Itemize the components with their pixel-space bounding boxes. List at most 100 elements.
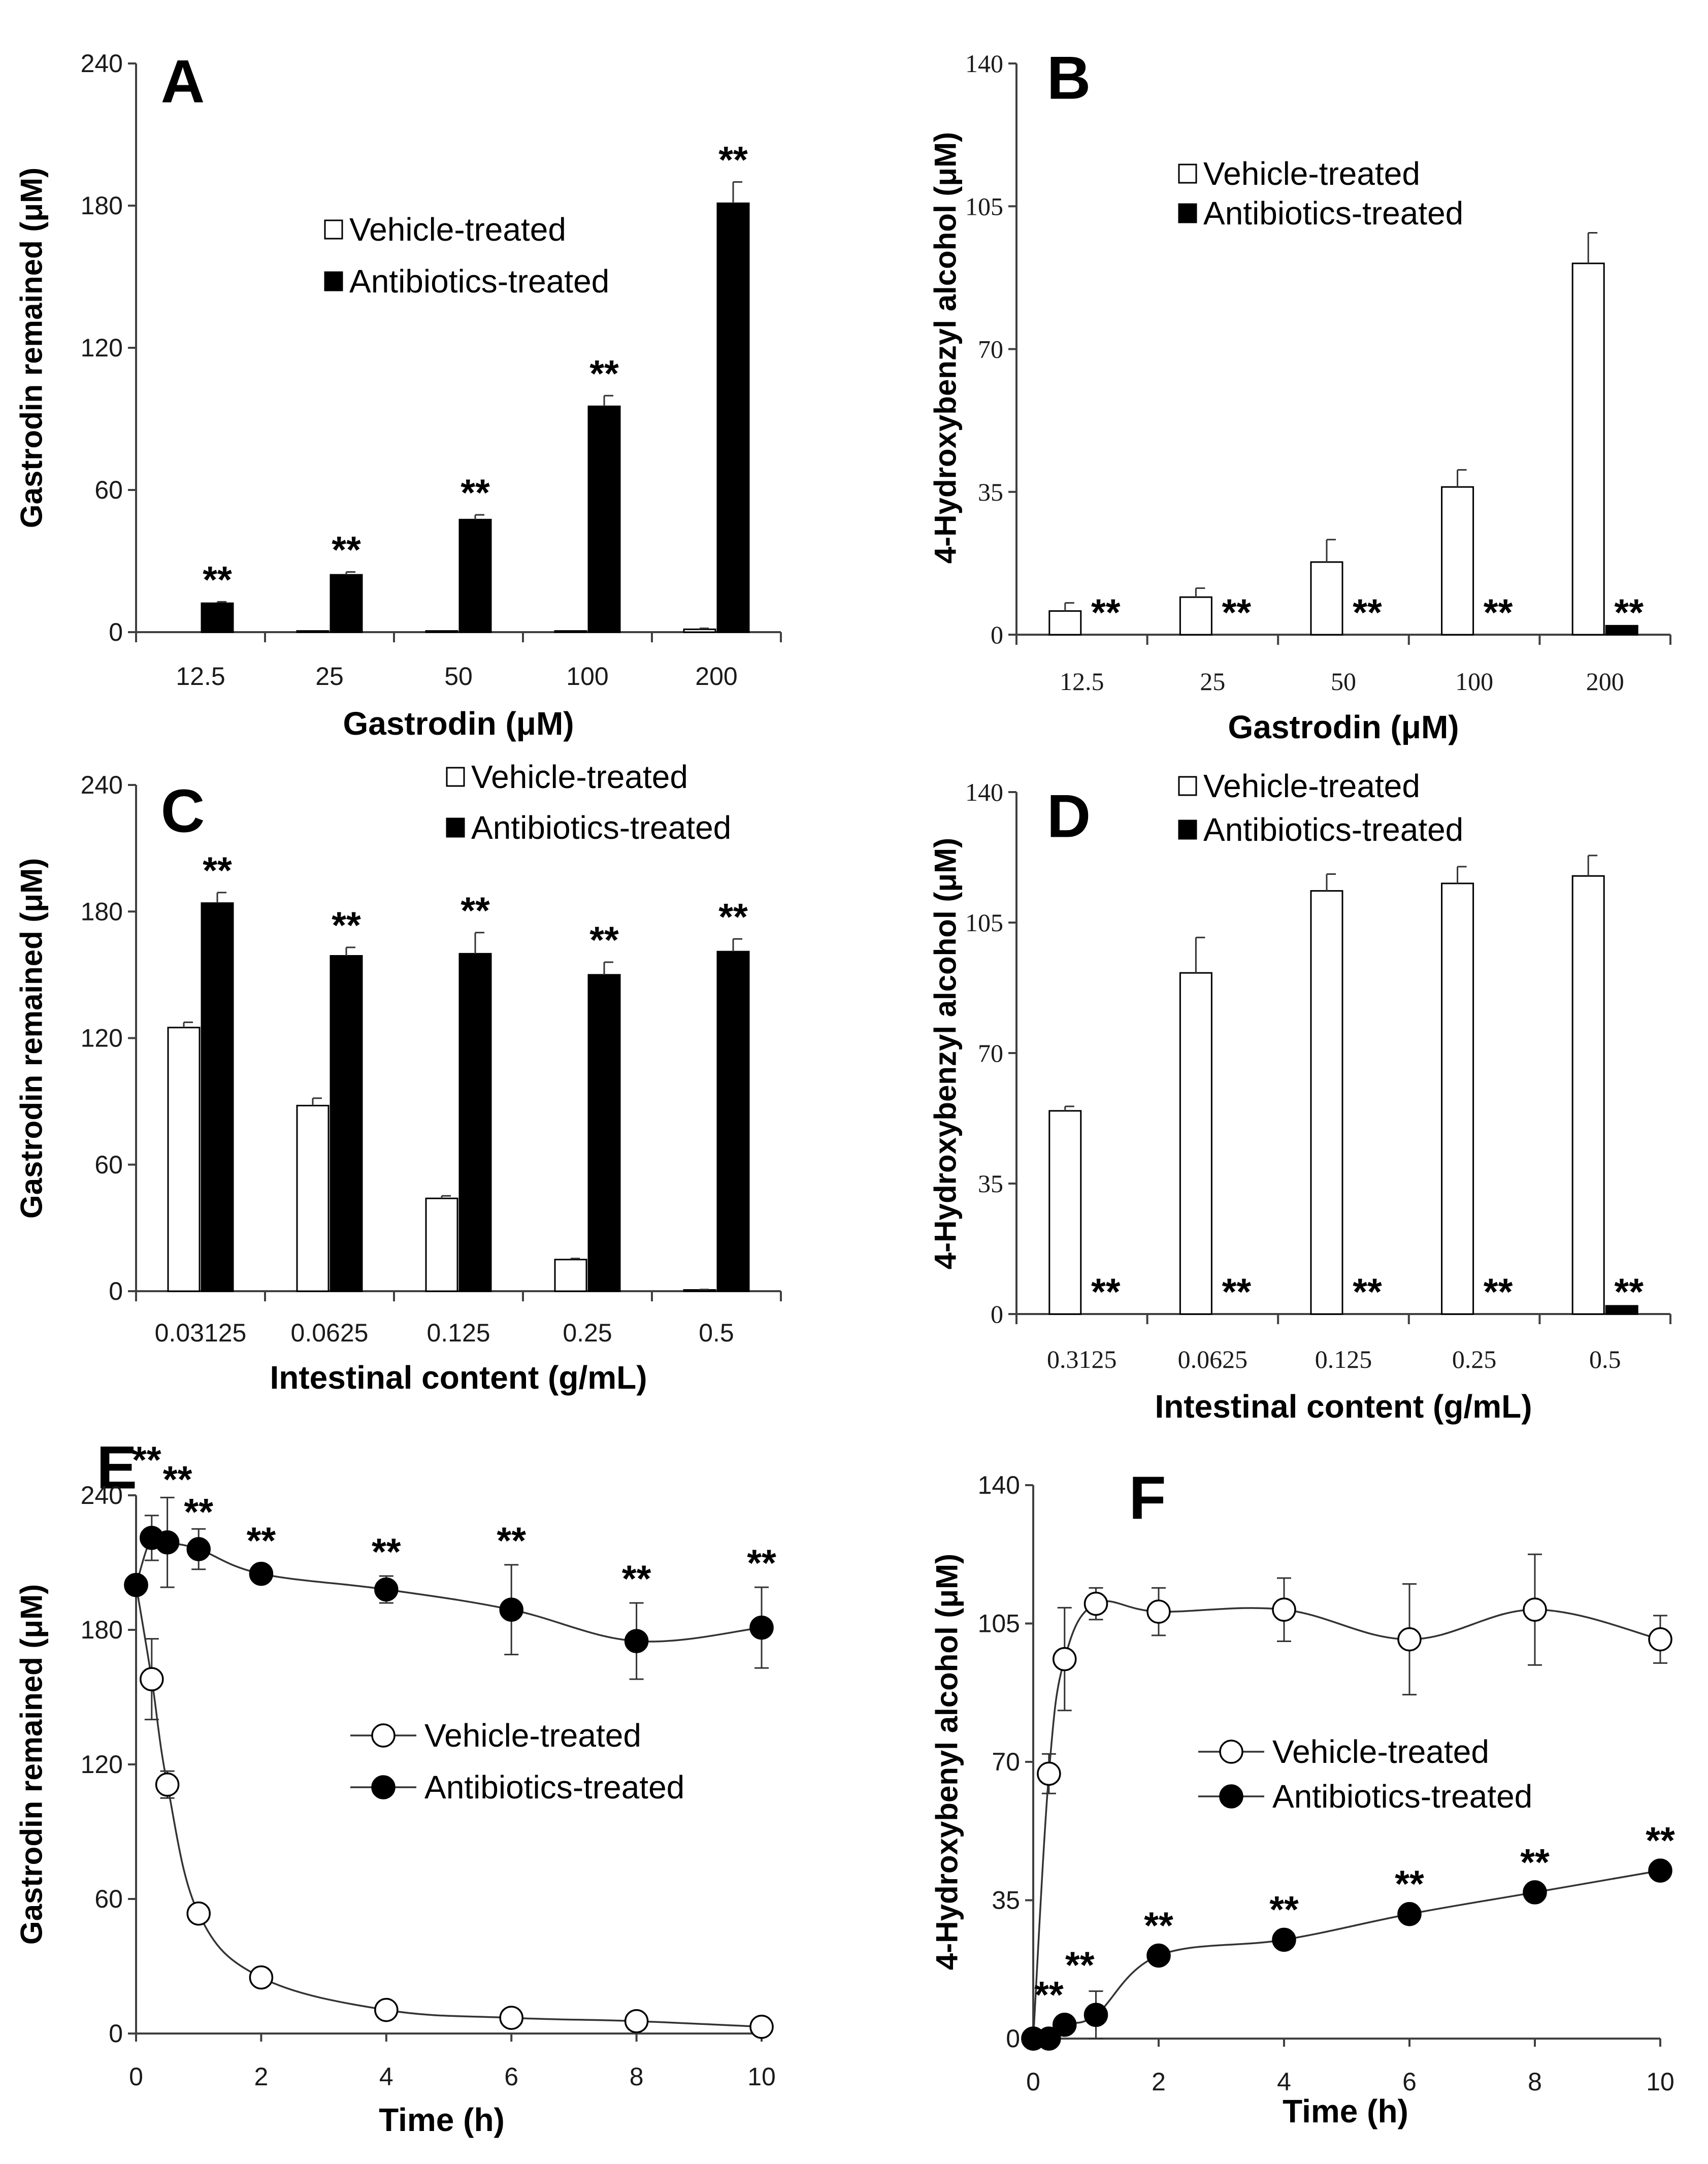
x-tick-label: 0.0625 (1178, 1345, 1248, 1373)
error-bar (216, 892, 226, 903)
x-tick-label: 200 (695, 662, 737, 691)
legend-label: Vehicle-treated (1203, 155, 1420, 192)
y-tick-label: 180 (81, 191, 123, 220)
y-tick-label: 240 (81, 1481, 123, 1510)
x-tick-label: 200 (1586, 667, 1624, 696)
data-point-antibiotics (374, 1577, 399, 1602)
y-tick-label: 0 (109, 1277, 123, 1305)
legend-swatch (324, 271, 343, 291)
significance-marker: ** (1269, 1888, 1299, 1930)
legend-swatch (1178, 203, 1197, 223)
significance-marker: ** (1222, 1271, 1252, 1313)
error-bar (1457, 866, 1467, 883)
x-tick-label: 50 (444, 662, 473, 691)
y-tick-label: 120 (81, 1750, 123, 1779)
bar-antibiotics (330, 955, 363, 1292)
data-point-vehicle (249, 1965, 274, 1990)
x-tick-label: 2 (254, 2062, 268, 2091)
x-tick-label: 0.5 (699, 1319, 734, 1347)
data-point-vehicle (1272, 1597, 1296, 1622)
y-tick-label: 0 (991, 620, 1003, 649)
legend-marker (1219, 1740, 1243, 1764)
bar-antibiotics (458, 518, 492, 633)
bar-vehicle (1310, 561, 1343, 636)
bar-antibiotics (716, 950, 750, 1292)
significance-marker: ** (1646, 1819, 1675, 1861)
error-bar (570, 1258, 580, 1260)
significance-marker: ** (332, 904, 361, 946)
y-tick-label: 35 (978, 1169, 1003, 1198)
data-point-antibiotics (749, 1615, 774, 1640)
error-bar (474, 514, 484, 520)
legend-swatch (1178, 163, 1197, 184)
legend-swatch (446, 817, 465, 838)
series-line-vehicle (1032, 1600, 1661, 2039)
data-point-antibiotics (155, 1530, 180, 1555)
x-tick-label: 25 (315, 662, 344, 691)
y-tick-label: 120 (81, 1024, 123, 1053)
y-tick-label: 70 (992, 1748, 1020, 1776)
data-point-antibiotics (1648, 1858, 1672, 1883)
significance-marker: ** (1484, 1271, 1513, 1313)
y-axis-title: Gastrodin remained (μM) (15, 858, 49, 1219)
significance-marker: ** (747, 1542, 776, 1584)
x-tick-label: 4 (379, 2062, 393, 2091)
bar-vehicle (554, 1259, 587, 1292)
x-tick-label: 10 (747, 2062, 776, 2091)
data-point-vehicle (499, 2006, 523, 2030)
panel-b: B 0 35 70 105 140 Gastrodin (μM) 4-Hydroxybenzy… (929, 44, 1671, 745)
bar-vehicle (167, 1027, 201, 1292)
x-tick-label: 100 (1455, 667, 1493, 696)
error-bar (1587, 855, 1598, 876)
data-point-antibiotics (1272, 1927, 1296, 1952)
significance-marker: ** (718, 139, 748, 181)
legend-marker (371, 1723, 396, 1748)
panel-a: A 0 60 120 180 240 Gastrodin (μM) Gastrodin rem… (15, 47, 782, 742)
significance-marker: ** (1520, 1841, 1550, 1883)
panel-label: F (1129, 1464, 1166, 1532)
y-tick-label: 105 (965, 908, 1003, 937)
x-tick-label: 10 (1646, 2068, 1674, 2096)
bar-vehicle (425, 630, 458, 633)
bar-vehicle (554, 630, 587, 633)
significance-marker: ** (203, 559, 232, 601)
y-tick-label: 60 (94, 476, 123, 504)
error-bar (1064, 1105, 1074, 1111)
bar-antibiotics (1605, 625, 1638, 636)
error-bar (216, 601, 226, 604)
data-point-vehicle (1146, 1599, 1171, 1624)
y-axis-title: 4-Hydroxybenyl alcohol (μM) (930, 1554, 964, 1970)
y-axis-title: Gastrodin remained (μM) (15, 1584, 49, 1945)
data-point-antibiotics (249, 1561, 274, 1586)
x-tick-label: 8 (1528, 2068, 1542, 2096)
x-tick-label: 0.5 (1589, 1345, 1621, 1373)
x-tick-label: 2 (1152, 2068, 1166, 2096)
y-tick-label: 70 (978, 335, 1003, 364)
error-bar (345, 571, 355, 575)
x-axis-title: Intestinal content (g/mL) (1155, 1388, 1532, 1425)
error-bar (1195, 936, 1205, 973)
y-tick-label: 140 (965, 778, 1003, 806)
data-point-vehicle (1397, 1627, 1422, 1652)
data-point-vehicle (140, 1667, 164, 1691)
y-tick-label: 60 (94, 1885, 123, 1913)
legend-label: Antibiotics-treated (424, 1769, 684, 1806)
panel-label: D (1047, 782, 1091, 850)
x-tick-label: 0 (1026, 2068, 1040, 2096)
x-tick-label: 12.5 (1060, 667, 1104, 696)
legend-swatch (1178, 819, 1197, 840)
bar-vehicle (1048, 1110, 1082, 1315)
data-point-vehicle (1523, 1597, 1547, 1622)
y-tick-label: 105 (978, 1610, 1020, 1638)
y-tick-label: 140 (978, 1471, 1020, 1499)
panel-f: F 0 35 70 105 140 Time (h) 4-Hydroxybenyl alcoh… (930, 1464, 1675, 2129)
bar-antibiotics (587, 405, 621, 633)
significance-marker: ** (1091, 1271, 1121, 1313)
significance-marker: ** (163, 1458, 192, 1500)
significance-marker: ** (1222, 592, 1252, 634)
bar-vehicle (1310, 890, 1343, 1315)
error-bar (1326, 873, 1336, 891)
x-tick-label: 0.0625 (291, 1319, 369, 1347)
